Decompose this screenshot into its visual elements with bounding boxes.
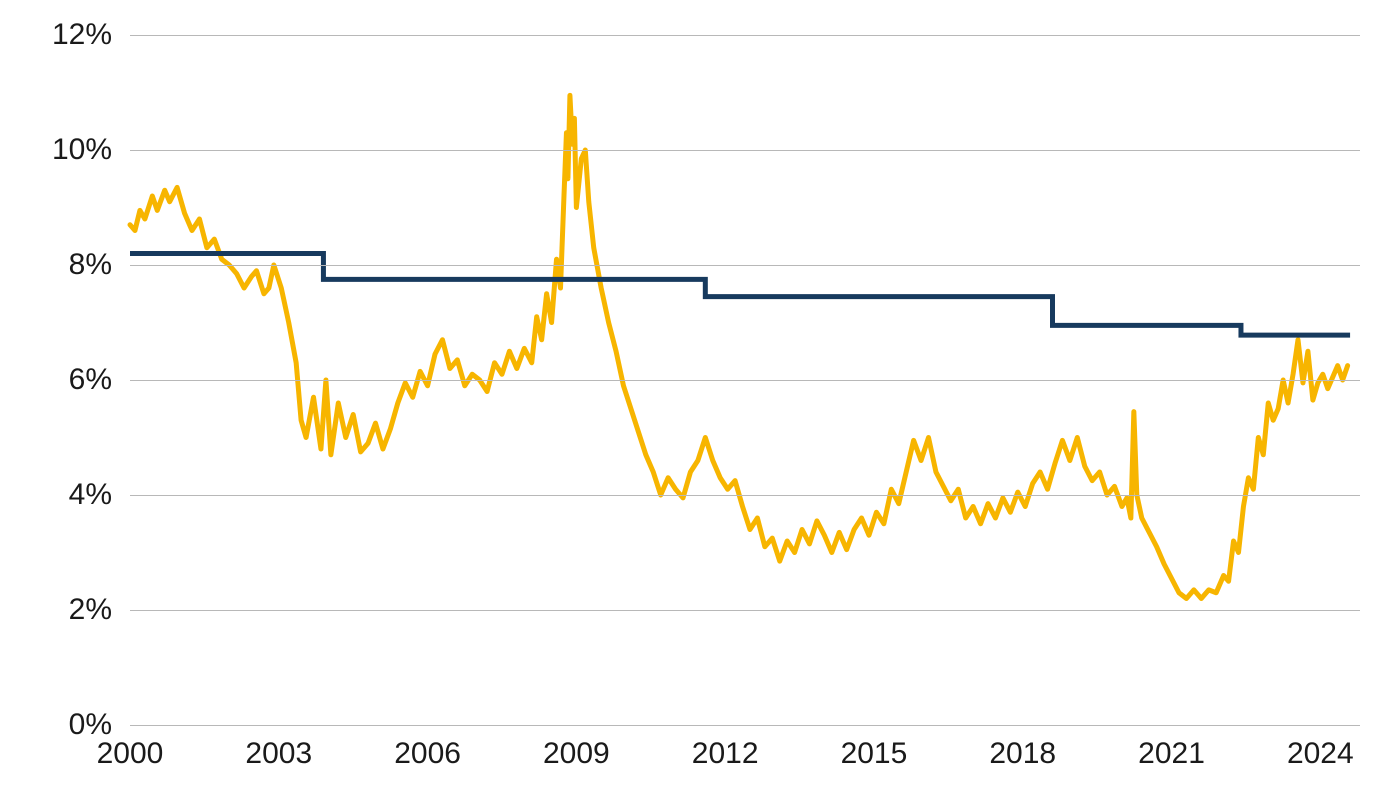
gridline	[130, 610, 1360, 611]
y-axis-label: 8%	[0, 248, 112, 282]
chart-container: 0% 2% 4% 6% 8% 10% 12% 2000 2003 2006 2009 2012 2015…	[0, 0, 1380, 800]
gridline	[130, 265, 1360, 266]
x-axis-label: 2000	[97, 737, 164, 771]
y-axis-label: 2%	[0, 593, 112, 627]
y-axis-label: 4%	[0, 478, 112, 512]
x-axis-label: 2009	[543, 737, 610, 771]
x-axis-label: 2018	[989, 737, 1056, 771]
gridline	[130, 725, 1360, 726]
gridline	[130, 380, 1360, 381]
x-axis-label: 2006	[394, 737, 461, 771]
gridline	[130, 150, 1360, 151]
x-axis-label: 2003	[245, 737, 312, 771]
y-axis-label: 12%	[0, 18, 112, 52]
y-axis-label: 0%	[0, 708, 112, 742]
x-axis-label: 2021	[1138, 737, 1205, 771]
gridline	[130, 495, 1360, 496]
x-axis-label: 2012	[692, 737, 759, 771]
y-axis-label: 6%	[0, 363, 112, 397]
gridline	[130, 35, 1360, 36]
plot-area	[130, 35, 1360, 725]
x-axis-label: 2024	[1287, 737, 1354, 771]
series-line-yellow	[130, 95, 1348, 598]
x-axis-label: 2015	[841, 737, 908, 771]
y-axis-label: 10%	[0, 133, 112, 167]
